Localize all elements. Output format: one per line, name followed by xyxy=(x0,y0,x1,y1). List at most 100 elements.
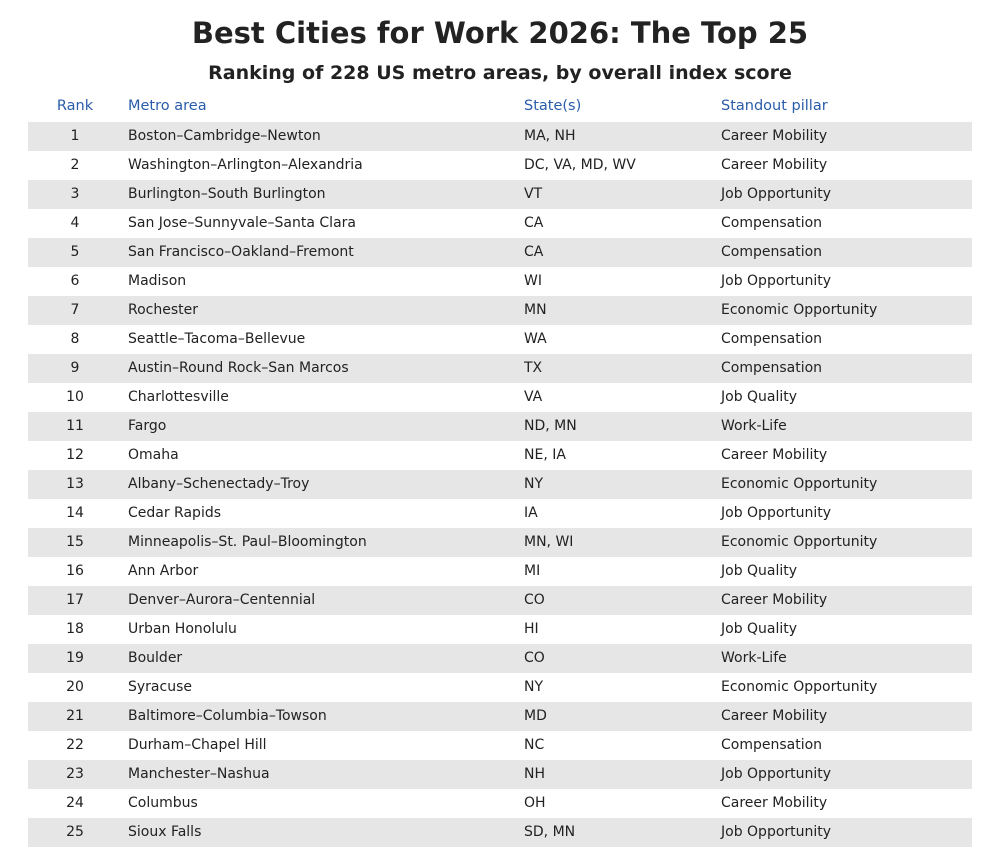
cell: Job Opportunity xyxy=(721,186,832,202)
cell: Urban Honolulu xyxy=(128,621,237,637)
cell: Durham–Chapel Hill xyxy=(128,737,267,753)
cell: Career Mobility xyxy=(721,157,828,173)
cell: Manchester–Nashua xyxy=(128,766,270,782)
cell: Compensation xyxy=(721,215,823,231)
cell: Career Mobility xyxy=(721,128,828,144)
cell: Austin–Round Rock–San Marcos xyxy=(128,360,349,376)
cell: Compensation xyxy=(721,360,823,376)
cell: 16 xyxy=(66,563,84,579)
cell: Burlington–South Burlington xyxy=(128,186,326,202)
table-row: 15 Minneapolis–St. Paul–Bloomington MN, WI… xyxy=(28,528,972,557)
cell: 6 xyxy=(70,273,80,289)
table-row: 20 Syracuse NY Economic Opportunity xyxy=(28,673,972,702)
cell: Work-Life xyxy=(721,650,787,666)
cell: Columbus xyxy=(128,795,198,811)
cell: Job Quality xyxy=(721,621,798,637)
table-row: 6 Madison WI Job Opportunity xyxy=(28,267,972,296)
cell: Job Opportunity xyxy=(721,824,832,840)
cell: 1 xyxy=(70,128,80,144)
cell: Albany–Schenectady–Troy xyxy=(128,476,310,492)
cell: 3 xyxy=(70,186,80,202)
cell: Rochester xyxy=(128,302,198,318)
cell: Omaha xyxy=(128,447,179,463)
cell: Cedar Rapids xyxy=(128,505,222,521)
cell: Job Quality xyxy=(721,563,798,579)
cell: 9 xyxy=(70,360,80,376)
cell: Boston–Cambridge–Newton xyxy=(128,128,321,144)
cell: Denver–Aurora–Centennial xyxy=(128,592,316,608)
table-row: 7 Rochester MN Economic Opportunity xyxy=(28,296,972,325)
cell: Fargo xyxy=(128,418,167,434)
cell: 22 xyxy=(66,737,84,753)
cell: Economic Opportunity xyxy=(721,302,878,318)
cell: Job Opportunity xyxy=(721,766,832,782)
cell: Madison xyxy=(128,273,187,289)
cell: Work-Life xyxy=(721,418,787,434)
cell: Minneapolis–St. Paul–Bloomington xyxy=(128,534,367,550)
table-row: 10 Charlottesville VA Job Quality xyxy=(28,383,972,412)
cell: Career Mobility xyxy=(721,447,828,463)
cell: 17 xyxy=(66,592,84,608)
cell: Career Mobility xyxy=(721,795,828,811)
cell: Economic Opportunity xyxy=(721,476,878,492)
cell: 14 xyxy=(66,505,84,521)
cell: VA xyxy=(524,389,543,405)
table-row: 19 Boulder CO Work-Life xyxy=(28,644,972,673)
table-row: 21 Baltimore–Columbia–Towson MD Career Mobi… xyxy=(28,702,972,731)
cell: Career Mobility xyxy=(721,592,828,608)
cell: CA xyxy=(524,244,544,260)
cell: WA xyxy=(524,331,547,347)
cell: Washington–Arlington–Alexandria xyxy=(128,157,363,173)
cell: State(s) xyxy=(524,98,582,114)
cell: NC xyxy=(524,737,545,753)
cell: Metro area xyxy=(128,98,207,114)
cell: Sioux Falls xyxy=(128,824,202,840)
cell: MA, NH xyxy=(524,128,576,144)
title: Best Cities for Work 2026: The Top 25 xyxy=(191,16,809,50)
cell: 2 xyxy=(70,157,80,173)
cell: 23 xyxy=(66,766,84,782)
cell: 12 xyxy=(66,447,84,463)
subtitle: Ranking of 228 US metro areas, by overal… xyxy=(208,62,792,84)
cell: San Francisco–Oakland–Fremont xyxy=(128,244,354,260)
cell: 19 xyxy=(66,650,84,666)
cell: NY xyxy=(524,679,544,695)
cell: 8 xyxy=(70,331,80,347)
table-row: 8 Seattle–Tacoma–Bellevue WA Compensation xyxy=(28,325,972,354)
cell: MN, WI xyxy=(524,534,574,550)
table-row: 13 Albany–Schenectady–Troy NY Economic Oppo… xyxy=(28,470,972,499)
cell: CO xyxy=(524,650,545,666)
cell: DC, VA, MD, WV xyxy=(524,157,636,173)
cell: MN xyxy=(524,302,547,318)
cell: 13 xyxy=(66,476,84,492)
table-row: 17 Denver–Aurora–Centennial CO Career Mobil… xyxy=(28,586,972,615)
cell: 25 xyxy=(66,824,84,840)
cell: 20 xyxy=(66,679,84,695)
cell: IA xyxy=(524,505,538,521)
cell: Job Opportunity xyxy=(721,273,832,289)
cell: 10 xyxy=(66,389,84,405)
cell: Rank xyxy=(56,98,94,114)
cell: NH xyxy=(524,766,545,782)
cell: HI xyxy=(524,621,539,637)
table-row: 4 San Jose–Sunnyvale–Santa Clara CA Compens… xyxy=(28,209,972,238)
cell: Compensation xyxy=(721,244,823,260)
cell: 5 xyxy=(70,244,80,260)
cell: Compensation xyxy=(721,331,823,347)
table-row: 23 Manchester–Nashua NH Job Opportunity xyxy=(28,760,972,789)
table-row: 12 Omaha NE, IA Career Mobility xyxy=(28,441,972,470)
cell: CA xyxy=(524,215,544,231)
table-row: 11 Fargo ND, MN Work-Life xyxy=(28,412,972,441)
table-row: 16 Ann Arbor MI Job Quality xyxy=(28,557,972,586)
cell: Boulder xyxy=(128,650,183,666)
cell: Charlottesville xyxy=(128,389,229,405)
header-row: Rank Metro area State(s) Standout pillar xyxy=(28,92,972,121)
table-row: 9 Austin–Round Rock–San Marcos TX Compensat… xyxy=(28,354,972,383)
table-row: 14 Cedar Rapids IA Job Opportunity xyxy=(28,499,972,528)
cell: TX xyxy=(524,360,543,376)
cell: 4 xyxy=(70,215,80,231)
cell: Standout pillar xyxy=(721,98,828,114)
cell: Economic Opportunity xyxy=(721,679,878,695)
table-row: 18 Urban Honolulu HI Job Quality xyxy=(28,615,972,644)
